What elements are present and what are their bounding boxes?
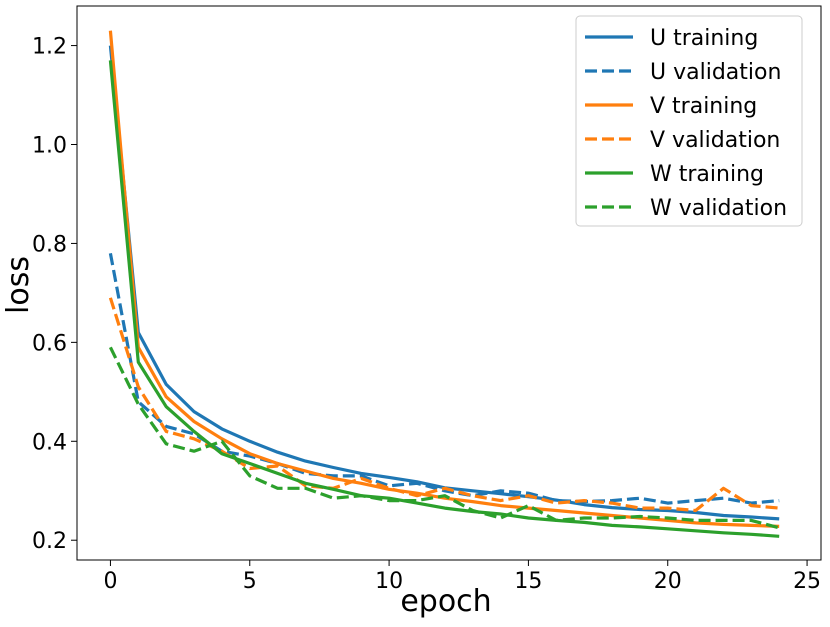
y-tick-label: 0.4 xyxy=(32,430,67,455)
series-line-w-training xyxy=(108,60,780,538)
x-axis-ticks: 0 5 10 15 20 25 xyxy=(103,560,821,594)
legend: U training U validation V training V valida… xyxy=(575,15,803,227)
series-line-u-validation xyxy=(108,253,780,505)
y-tick-label: 1.2 xyxy=(32,35,67,60)
series-layer xyxy=(108,30,780,538)
series-line-v-validation xyxy=(108,297,780,513)
legend-label: V validation xyxy=(650,128,780,153)
y-tick-label: 1.0 xyxy=(32,134,67,159)
x-tick-label: 20 xyxy=(654,569,682,594)
legend-label: U training xyxy=(650,26,758,51)
y-axis-title: loss xyxy=(1,256,36,314)
legend-label: W validation xyxy=(650,196,787,221)
x-tick-label: 15 xyxy=(514,569,542,594)
y-axis-ticks: 0.2 0.4 0.6 0.8 1.0 1.2 xyxy=(32,35,77,554)
x-axis-title: epoch xyxy=(400,584,491,619)
plot-frame xyxy=(76,5,822,561)
x-tick-label: 0 xyxy=(103,569,117,594)
y-tick-label: 0.6 xyxy=(32,331,67,356)
legend-label: U validation xyxy=(650,60,781,85)
x-tick-label: 25 xyxy=(793,569,821,594)
y-tick-label: 0.2 xyxy=(32,529,67,554)
y-tick-label: 0.8 xyxy=(32,232,67,257)
x-tick-label: 10 xyxy=(375,569,403,594)
legend-label: W training xyxy=(650,162,764,187)
legend-label: V training xyxy=(650,94,757,119)
series-line-w-validation xyxy=(108,346,780,530)
series-line-v-training xyxy=(108,30,780,528)
x-tick-label: 5 xyxy=(243,569,257,594)
